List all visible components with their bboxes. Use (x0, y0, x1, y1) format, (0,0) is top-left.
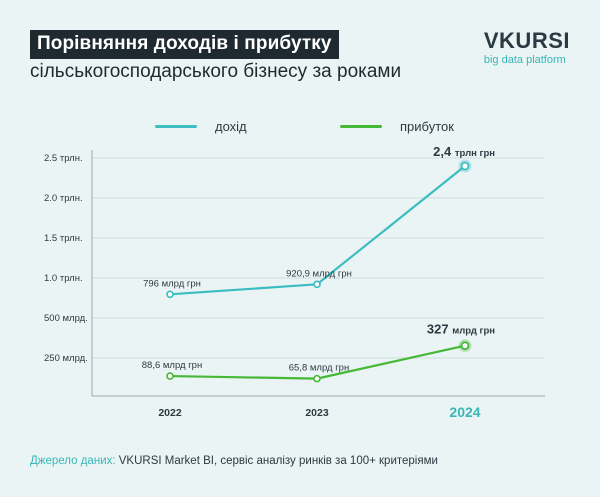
data-label: 327 млрд грн (427, 322, 495, 337)
brand-tagline: big data platform (483, 54, 566, 66)
brand-logo: VKURSI big data platform (483, 28, 570, 67)
y-tick-label: 500 млрд. (44, 313, 88, 324)
y-tick-label: 1.5 трлн. (44, 233, 83, 244)
data-label: 88,6 млрд грн (142, 360, 202, 371)
y-tick-label: 2.5 трлн. (44, 153, 83, 164)
legend-label-revenue: дохід (215, 118, 247, 134)
x-tick-label: 2023 (305, 407, 329, 419)
y-tick-label: 2.0 трлн. (44, 193, 83, 204)
data-point (313, 374, 321, 383)
data-point (460, 341, 470, 351)
source-text: VKURSI Market BI, сервіс аналізу ринків … (115, 455, 438, 467)
data-label: 796 млрд грн (143, 278, 201, 289)
y-tick-label: 250 млрд. (44, 353, 88, 364)
data-point (460, 161, 470, 171)
legend-item-profit: прибуток (340, 116, 454, 136)
data-point (166, 290, 174, 299)
legend-swatch-profit (340, 124, 382, 128)
chart-title-line2: сільськогосподарського бізнесу за роками (30, 61, 402, 82)
data-label: 920,9 млрд грн (286, 268, 352, 279)
x-tick-label: 2022 (158, 407, 182, 419)
data-label: 65,8 млрд грн (289, 363, 349, 374)
x-tick-label: 2024 (449, 404, 480, 420)
chart-title-line1: Порівняння доходів і прибутку (30, 30, 339, 59)
data-point (313, 280, 321, 289)
legend-label-profit: прибуток (400, 118, 454, 134)
legend-swatch-revenue (155, 124, 197, 128)
y-tick-label: 1.0 трлн. (44, 273, 83, 284)
source-label: Джерело даних: (30, 455, 116, 467)
data-point (166, 372, 174, 380)
source-footer: Джерело даних: VKURSI Market BI, сервіс … (30, 455, 438, 467)
legend-item-revenue: дохід (155, 116, 247, 136)
brand-name: VKURSI (483, 28, 570, 53)
data-label: 2,4 трлн грн (433, 144, 495, 159)
